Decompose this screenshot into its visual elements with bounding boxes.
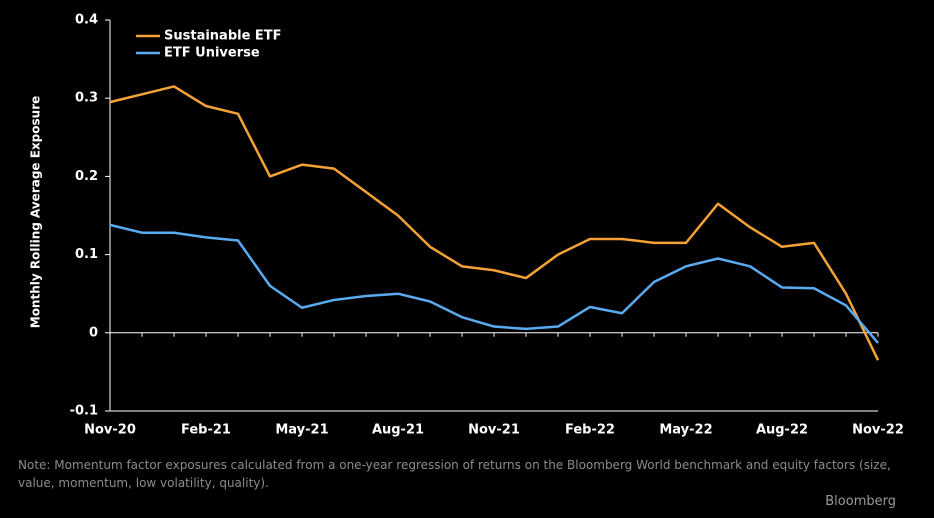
y-tick-label: -0.1: [70, 404, 98, 419]
legend-label: Sustainable ETF: [164, 29, 282, 44]
legend-label: ETF Universe: [164, 46, 260, 61]
series-line: [109, 85, 880, 361]
x-tick-label: May-21: [275, 423, 328, 438]
x-tick-label: May-22: [659, 423, 712, 438]
chart: Monthly Rolling Average Exposure 0.4 0.3 0…: [29, 13, 904, 438]
y-tick-label: 0: [89, 325, 98, 340]
y-tick-label: 0.4: [75, 13, 98, 28]
y-tick-label: 0.2: [75, 169, 98, 184]
series-line: [109, 223, 879, 344]
x-tick-label: Feb-21: [181, 423, 231, 438]
x-tick-label: Aug-21: [372, 423, 424, 438]
source: Bloomberg: [825, 494, 896, 509]
y-tick-label: 0.1: [75, 247, 98, 262]
y-tick-label: 0.3: [75, 91, 98, 106]
x-tick-label: Nov-21: [468, 423, 520, 438]
x-tick-label: Aug-22: [756, 423, 808, 438]
x-tick-label: Nov-20: [84, 423, 136, 438]
x-tick-label: Nov-22: [852, 423, 904, 438]
x-tick-label: Feb-22: [565, 423, 615, 438]
note: Note: Momentum factor exposures calculat…: [18, 458, 891, 490]
y-axis-label: Monthly Rolling Average Exposure: [29, 96, 43, 329]
